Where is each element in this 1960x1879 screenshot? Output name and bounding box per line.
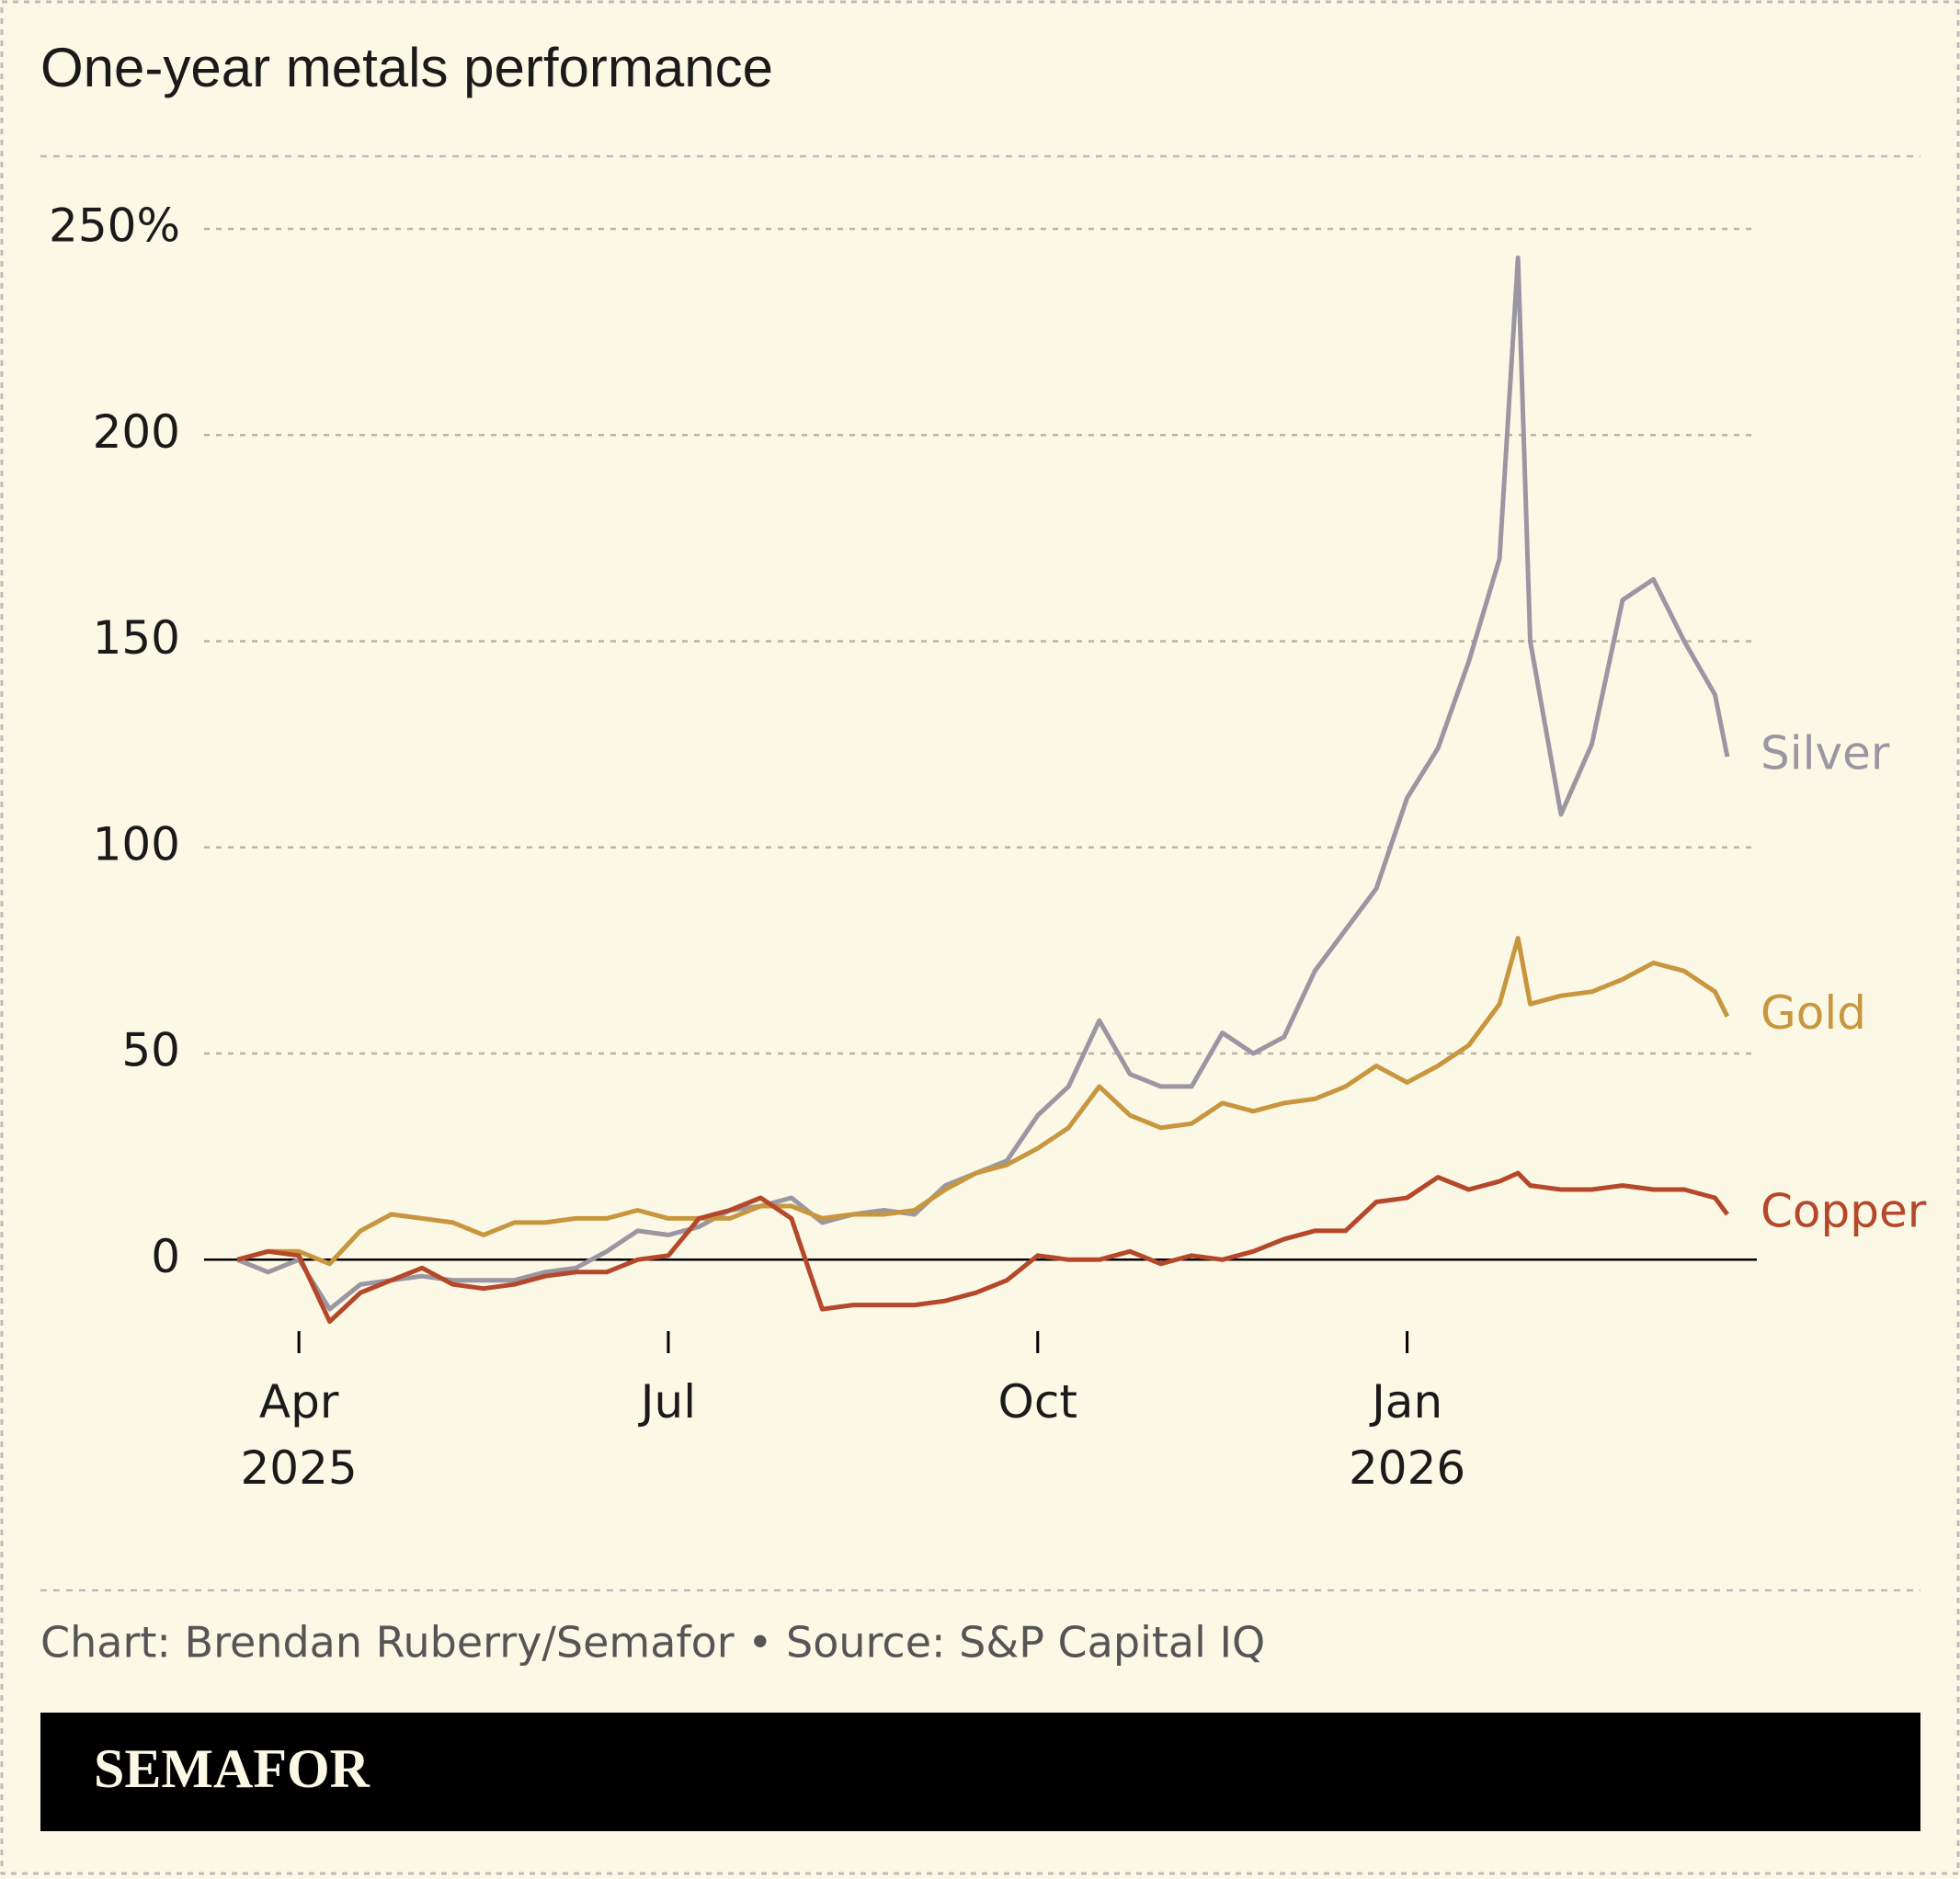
series-label: Silver: [1761, 727, 1890, 780]
y-tick-label: 100: [93, 817, 180, 871]
x-tick-label: Jul: [638, 1375, 696, 1429]
x-tick-label: Apr 2025: [241, 1375, 358, 1495]
series-line: [236, 255, 1730, 1312]
y-tick-label: 0: [151, 1230, 180, 1283]
brand: SEMAFOR: [94, 1738, 370, 1799]
series-line: [236, 1170, 1729, 1325]
brand-banner: [40, 1713, 1920, 1831]
y-tick-label: 50: [121, 1024, 180, 1077]
series-label: Gold: [1761, 986, 1866, 1040]
y-tick-label: 250%: [49, 199, 180, 253]
x-tick-label: Oct: [998, 1375, 1077, 1429]
chart-title: One-year metals performance: [40, 37, 773, 98]
y-tick-label: 150: [93, 611, 180, 665]
y-tick-label: 200: [93, 405, 180, 459]
series-label: Copper: [1761, 1184, 1927, 1237]
source: Chart: Brendan Ruberry/Semafor • Source:…: [40, 1618, 1265, 1668]
x-tick-label: Jan 2026: [1349, 1375, 1465, 1495]
series-line: [236, 936, 1730, 1267]
